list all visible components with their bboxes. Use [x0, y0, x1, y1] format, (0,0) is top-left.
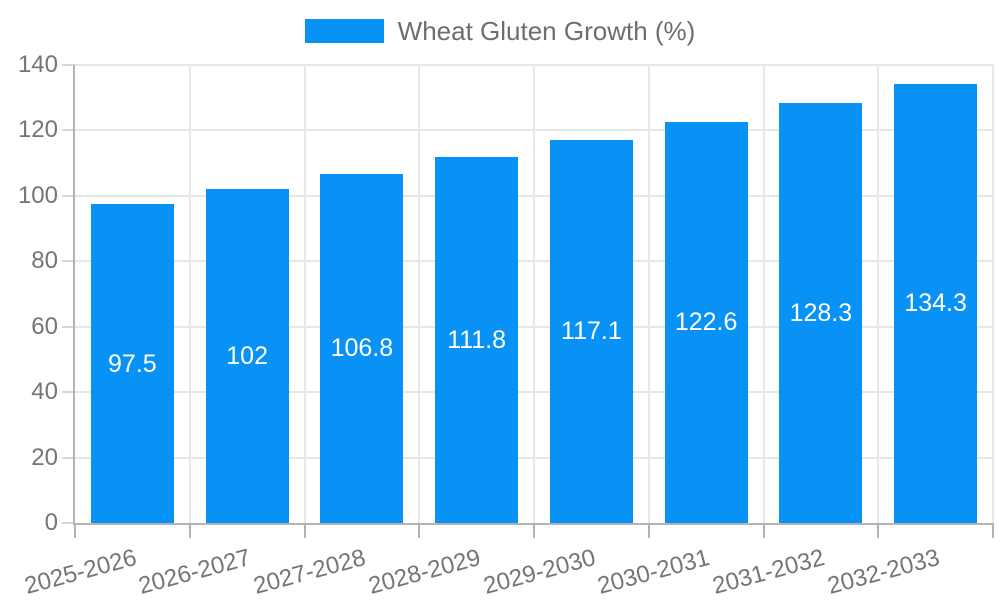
bar-value-label: 111.8: [447, 326, 507, 355]
x-axis-tick-label: 2025-2026: [21, 544, 140, 600]
x-gridline: [418, 65, 421, 523]
x-tick: [992, 523, 994, 538]
bar[interactable]: [549, 139, 633, 523]
bar-value-label: 102: [226, 342, 268, 371]
bar[interactable]: [779, 103, 863, 523]
bar[interactable]: [435, 157, 519, 523]
y-tick: [62, 194, 75, 197]
x-axis-tick-label: 2030-2031: [594, 544, 713, 600]
x-gridline: [647, 65, 650, 523]
bar-value-label: 97.5: [108, 349, 157, 378]
y-axis-tick-label: 0: [44, 509, 58, 536]
y-tick: [62, 391, 75, 394]
x-gridline: [188, 65, 191, 523]
x-axis-tick-label: 2026-2027: [135, 544, 254, 600]
bar-value-label: 134.3: [904, 289, 967, 318]
bar-value-label: 128.3: [789, 299, 853, 328]
y-tick: [62, 456, 75, 459]
bar-value-label: 106.8: [330, 334, 394, 363]
y-axis-tick-label: 80: [31, 247, 58, 275]
x-gridline: [762, 65, 765, 523]
bar[interactable]: [320, 173, 404, 523]
x-tick: [188, 523, 191, 538]
y-axis-tick-label: 120: [17, 116, 58, 144]
y-axis-tick-label: 100: [17, 181, 58, 209]
y-axis-tick-label: 140: [17, 51, 58, 78]
y-axis-tick-label: 40: [31, 378, 58, 406]
x-tick: [418, 523, 421, 538]
y-tick: [62, 522, 75, 524]
x-tick: [74, 523, 76, 538]
x-tick: [533, 523, 535, 538]
legend-label: Wheat Gluten Growth (%): [397, 15, 696, 46]
y-axis-tick-label: 20: [31, 443, 58, 471]
x-gridline: [877, 65, 880, 523]
y-tick: [62, 260, 75, 263]
x-axis-tick-label: 2031-2032: [709, 544, 828, 600]
bar[interactable]: [894, 83, 978, 523]
x-tick: [877, 523, 880, 538]
y-axis-tick-label: 60: [31, 312, 58, 340]
x-tick: [303, 523, 306, 538]
y-tick: [62, 129, 75, 132]
legend-swatch-icon: [304, 19, 384, 43]
x-tick: [762, 523, 765, 538]
bar[interactable]: [664, 121, 748, 523]
x-axis-tick-label: 2029-2030: [480, 544, 599, 600]
x-axis-tick-label: 2027-2028: [250, 544, 369, 600]
y-tick: [62, 64, 75, 66]
x-gridline: [303, 65, 306, 523]
y-tick: [62, 325, 75, 328]
x-axis-tick-label: 2028-2029: [365, 544, 484, 600]
bar[interactable]: [90, 204, 174, 523]
x-tick: [647, 523, 650, 538]
x-gridline: [533, 65, 535, 523]
x-axis-tick-label: 2032-2033: [824, 544, 943, 600]
x-axis-line: [73, 523, 993, 525]
legend[interactable]: Wheat Gluten Growth (%): [0, 13, 1000, 49]
bar[interactable]: [205, 189, 289, 523]
bar-value-label: 122.6: [674, 308, 738, 337]
bar-value-label: 117.1: [561, 317, 622, 346]
y-axis-line: [73, 65, 75, 523]
x-gridline: [992, 65, 994, 523]
